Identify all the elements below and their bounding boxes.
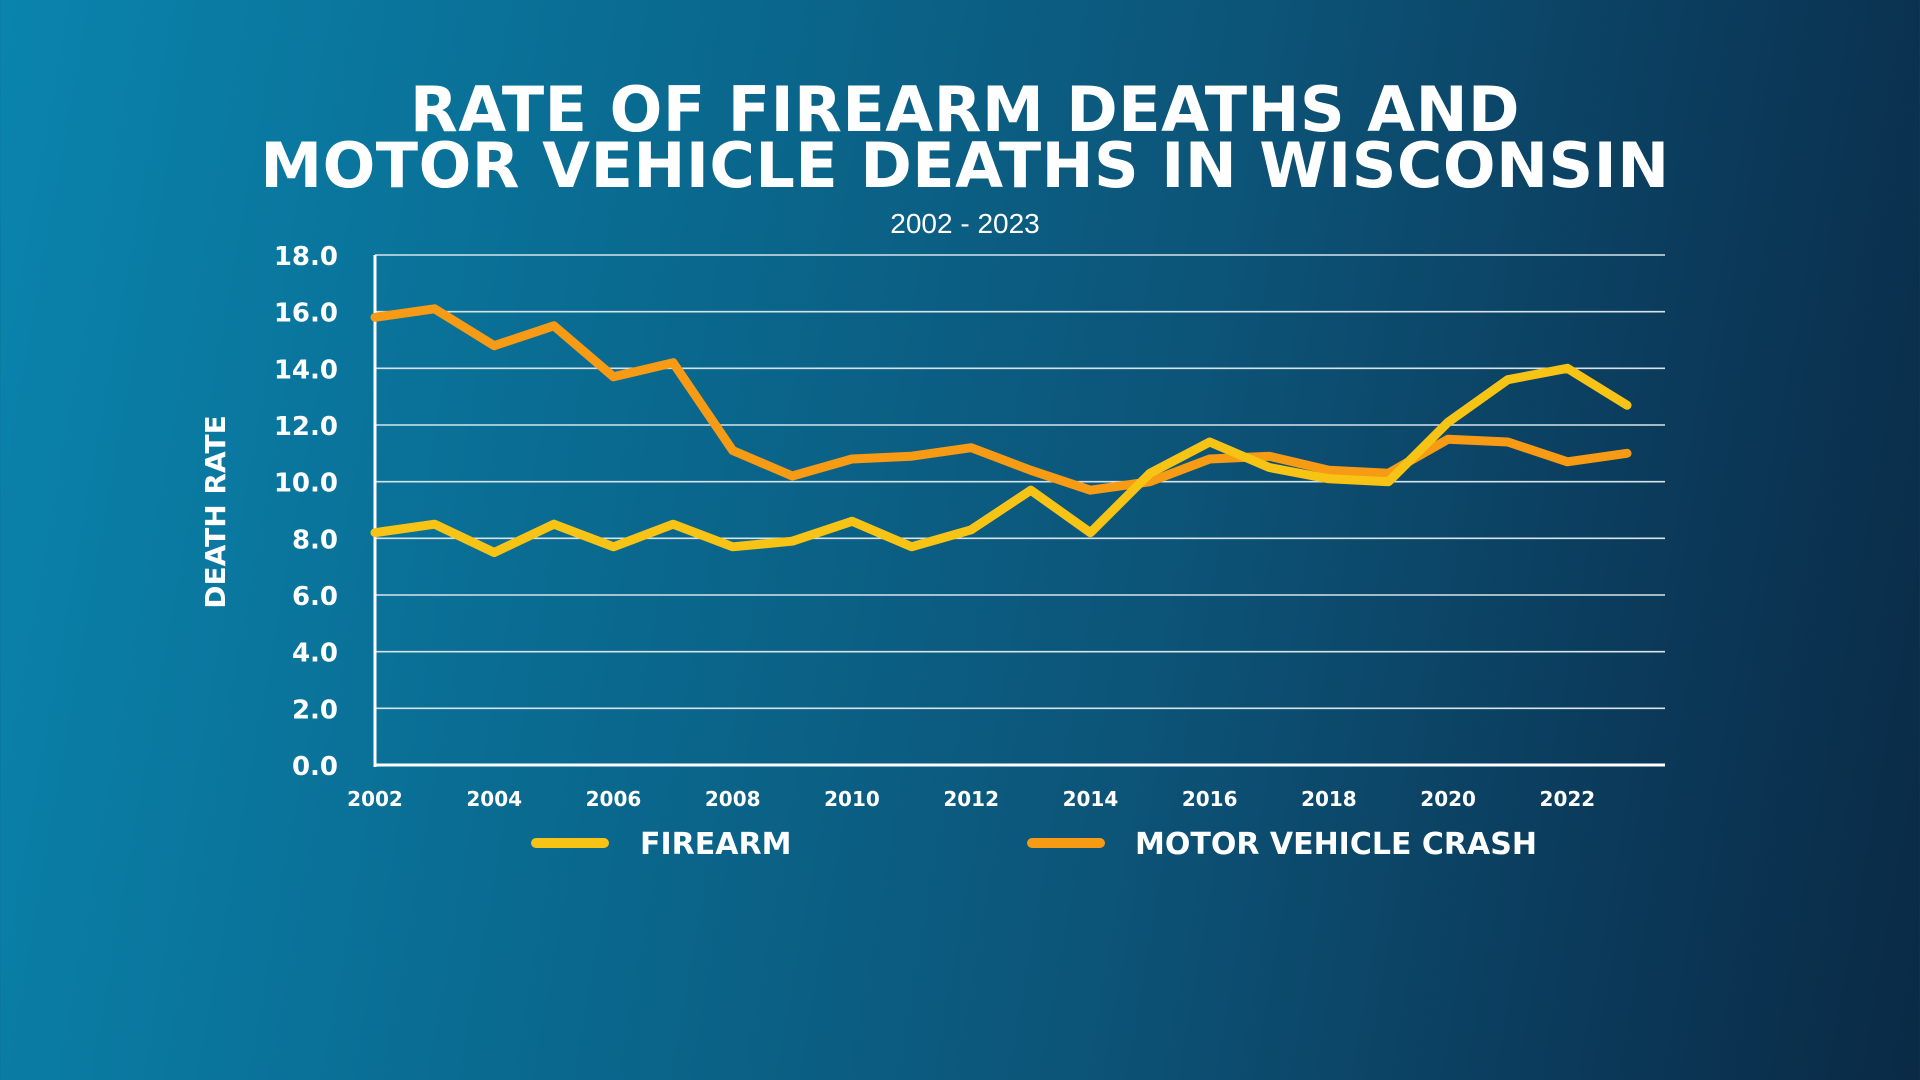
- legend-label: MOTOR VEHICLE CRASH: [1135, 827, 1537, 862]
- x-tick-label: 2010: [824, 787, 880, 811]
- chart-title-line-1: RATE OF FIREARM DEATHS AND: [409, 73, 1521, 146]
- x-tick-label: 2002: [347, 787, 403, 811]
- axes: [373, 255, 1665, 767]
- series-lines: [370, 304, 1632, 557]
- gridlines: [375, 254, 1665, 710]
- y-tick-label: 12.0: [274, 412, 338, 442]
- chart-subtitle: 2002 - 2023: [890, 208, 1040, 239]
- x-tick-label: 2004: [466, 787, 522, 811]
- y-axis-label: DEATH RATE: [199, 415, 232, 608]
- x-tick-labels: 2002 2004 2006 2008 2010 2012 2014 2016 2018 2020…: [347, 787, 1595, 811]
- x-tick-label: 2018: [1301, 787, 1357, 811]
- series-line-firearm: [370, 363, 1632, 557]
- x-tick-label: 2008: [705, 787, 761, 811]
- chart-title-line-2: MOTOR VEHICLE DEATHS IN WISCONSIN: [260, 129, 1670, 202]
- y-tick-labels: 0.0 2.0 4.0 6.0 8.0 10.0 12.0 14.0 16.0 18.0: [274, 242, 338, 782]
- x-tick-label: 2014: [1063, 787, 1119, 811]
- chart-title: RATE OF FIREARM DEATHS AND MOTOR VEHICLE…: [0, 73, 1920, 202]
- y-tick-label: 6.0: [292, 582, 338, 612]
- y-tick-label: 0.0: [292, 752, 338, 782]
- legend-label: FIREARM: [640, 827, 791, 862]
- legend: FIREARM MOTOR VEHICLE CRASH: [531, 827, 1537, 862]
- y-tick-label: 10.0: [274, 469, 338, 499]
- y-tick-label: 16.0: [274, 299, 338, 329]
- legend-item-motor-vehicle-crash: MOTOR VEHICLE CRASH: [1027, 827, 1537, 862]
- series-line-motor-vehicle-crash: [370, 304, 1632, 495]
- y-tick-label: 8.0: [292, 525, 338, 555]
- x-tick-label: 2022: [1540, 787, 1596, 811]
- y-tick-label: 2.0: [292, 695, 338, 725]
- x-tick-label: 2012: [943, 787, 999, 811]
- x-tick-label: 2006: [586, 787, 642, 811]
- y-tick-label: 4.0: [292, 639, 338, 669]
- y-tick-label: 18.0: [274, 242, 338, 272]
- y-tick-label: 14.0: [274, 355, 338, 385]
- x-tick-label: 2016: [1182, 787, 1238, 811]
- x-tick-label: 2020: [1420, 787, 1476, 811]
- legend-item-firearm: FIREARM: [531, 827, 791, 862]
